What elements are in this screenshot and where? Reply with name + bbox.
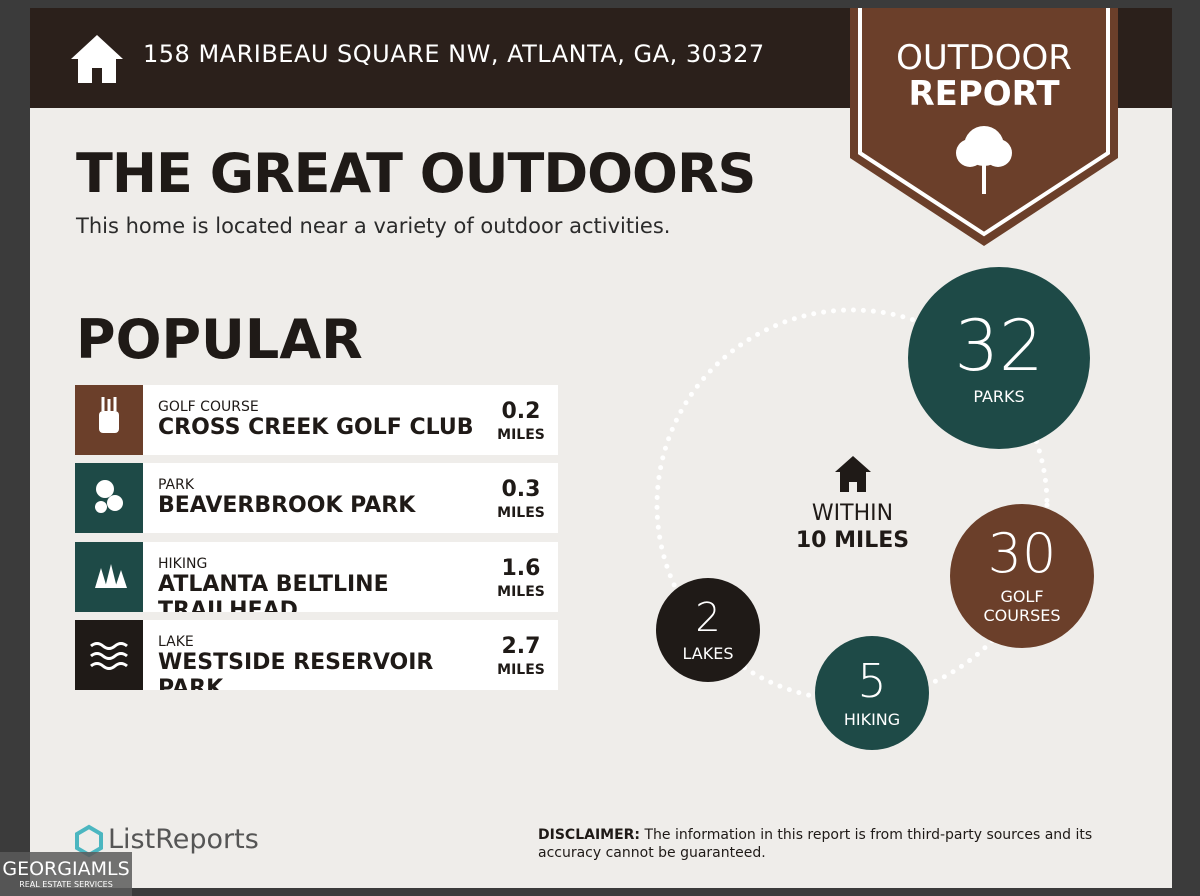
card-category: GOLF COURSE <box>158 399 259 415</box>
card-category: HIKING <box>158 556 208 572</box>
distance-unit: MILES <box>497 584 545 600</box>
icon <box>95 480 123 513</box>
popular-card: LAKE WESTSIDE RESERVOIR PARK 2.7 MILES <box>75 620 558 690</box>
card-name: BEAVERBROOK PARK <box>158 493 416 518</box>
count: 5 <box>857 653 887 708</box>
distance-value: 1.6 <box>501 556 541 581</box>
distance-value: 2.7 <box>501 634 541 659</box>
address: 158 MARIBEAU SQUARE NW, ATLANTA, GA, 303… <box>143 40 765 68</box>
distance-value: 0.3 <box>501 477 541 502</box>
card-name: CROSS CREEK GOLF CLUB <box>158 415 474 440</box>
brand: ListReports <box>108 824 259 855</box>
title: THE GREAT OUTDOORS <box>76 142 756 205</box>
within: WITHIN <box>811 501 894 526</box>
card-distance: 2.7 MILES <box>496 634 546 678</box>
count-label: LAKES <box>682 643 734 663</box>
popular-card: GOLF COURSE CROSS CREEK GOLF CLUB 0.2 MILES <box>75 385 558 455</box>
icon <box>90 642 128 670</box>
popular-heading: POPULAR <box>76 308 363 371</box>
count-label: GOLF COURSES <box>983 587 1061 625</box>
count: 30 <box>987 522 1057 585</box>
count-circle: 5 HIKING <box>815 636 929 750</box>
popular-card: PARK BEAVERBROOK PARK 0.3 MILES <box>75 463 558 533</box>
badge-line: OUTDOOR <box>896 38 1072 78</box>
card-category: LAKE <box>158 634 194 650</box>
count-circle: 2 LAKES <box>656 578 760 682</box>
watermark-sub: REAL ESTATE SERVICES <box>19 880 113 889</box>
badge-text: OUTDOOR REPORT <box>850 40 1118 112</box>
card-distance: 0.3 MILES <box>496 477 546 521</box>
count-circle: 32 PARKS <box>908 267 1090 449</box>
card-distance: 1.6 MILES <box>496 556 546 600</box>
card-category: PARK <box>158 477 195 493</box>
distance-unit: MILES <box>497 427 545 443</box>
disclaimer-label: DISCLAIMER: <box>538 827 641 843</box>
distance-unit: MILES <box>497 662 545 678</box>
count-circle: 30 GOLF COURSES <box>950 504 1094 648</box>
count-label: PARKS <box>973 386 1025 406</box>
card-icon <box>75 385 143 455</box>
card-icon <box>75 620 143 690</box>
within-label: WITHIN 10 MILES <box>780 500 925 554</box>
subtitle: This home is located near a variety of o… <box>76 214 671 238</box>
badge-line: REPORT <box>908 74 1060 114</box>
radius: 10 MILES <box>795 528 910 553</box>
card-name: WESTSIDE RESERVOIR PARK <box>158 650 434 690</box>
icon <box>99 397 119 433</box>
home-icon <box>835 456 871 492</box>
distance-value: 0.2 <box>501 399 541 424</box>
home-icon <box>71 35 123 83</box>
card-distance: 0.2 MILES <box>496 399 546 443</box>
card-icon <box>75 542 143 612</box>
card-name: ATLANTA BELTLINE TRAILHEAD <box>158 572 389 612</box>
icon <box>95 564 127 588</box>
count: 2 <box>695 594 721 641</box>
count-label: HIKING <box>843 709 901 729</box>
disclaimer: DISCLAIMER: The information in this repo… <box>538 826 1138 862</box>
card-icon <box>75 463 143 533</box>
count: 32 <box>954 304 1044 387</box>
distance-unit: MILES <box>497 505 545 521</box>
disclaimer-text: The information in this report is from t… <box>538 827 1093 861</box>
watermark-text: GEORGIAMLS <box>2 858 130 880</box>
badge <box>850 8 1118 246</box>
watermark: GEORGIAMLS REAL ESTATE SERVICES <box>0 852 132 896</box>
popular-card: HIKING ATLANTA BELTLINE TRAILHEAD 1.6 MILES <box>75 542 558 612</box>
